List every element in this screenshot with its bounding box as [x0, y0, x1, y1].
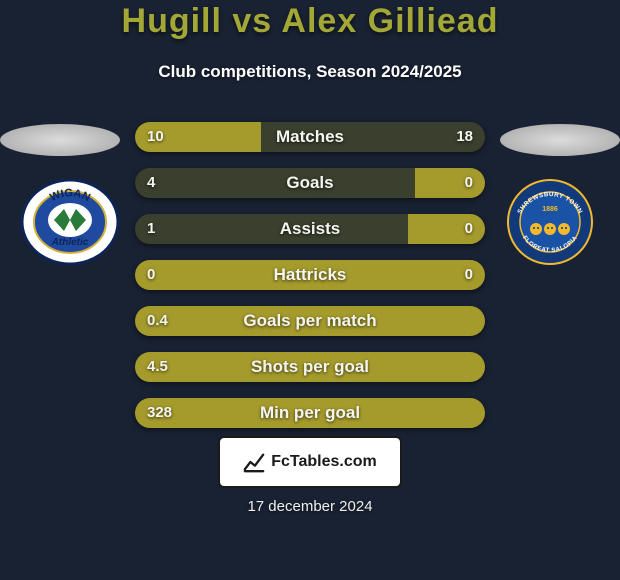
- badge-left-text-bottom: Athletic: [51, 237, 89, 248]
- club-badge-right: SHREWSBURY TOWN FLOREAT SALOPIA 1886: [500, 179, 600, 265]
- player-silhouette-right: [500, 124, 620, 156]
- stat-bar-fill-left: [135, 168, 415, 198]
- club-badge-left: WIGAN Athletic: [20, 179, 120, 265]
- shrewsbury-badge-icon: SHREWSBURY TOWN FLOREAT SALOPIA 1886: [500, 179, 600, 265]
- brand-box[interactable]: FcTables.com: [218, 436, 402, 488]
- stats-bar-list: Matches1018 Goals40 Assists10 Hattricks00 Go…: [135, 122, 485, 444]
- stat-bar-row: Hattricks00: [135, 260, 485, 290]
- stat-bar-fill-left: [135, 214, 408, 244]
- stat-bar-fill-left: [135, 398, 485, 428]
- page-title: Hugill vs Alex Gilliead: [0, 2, 620, 41]
- stat-bar-row: Goals40: [135, 168, 485, 198]
- brand-text: FcTables.com: [271, 453, 377, 471]
- stat-bar-fill-right: [261, 122, 485, 152]
- stat-bar-fill-left: [135, 260, 485, 290]
- stat-bar-fill-right: [408, 214, 485, 244]
- stat-bar-fill-right: [415, 168, 485, 198]
- wigan-badge-icon: WIGAN Athletic: [20, 179, 120, 265]
- stat-bar-fill-left: [135, 306, 485, 336]
- stat-bar-row: Matches1018: [135, 122, 485, 152]
- badge-right-year: 1886: [542, 206, 558, 213]
- stat-bar-row: Min per goal328: [135, 398, 485, 428]
- player-silhouette-left: [0, 124, 120, 156]
- comparison-infographic: Hugill vs Alex Gilliead Club competition…: [0, 0, 620, 580]
- stat-bar-row: Goals per match0.4: [135, 306, 485, 336]
- stat-bar-row: Shots per goal4.5: [135, 352, 485, 382]
- chart-line-icon: [243, 451, 265, 473]
- stat-bar-fill-left: [135, 352, 485, 382]
- stat-bar-row: Assists10: [135, 214, 485, 244]
- date-text: 17 december 2024: [0, 498, 620, 515]
- stat-bar-fill-left: [135, 122, 261, 152]
- page-subtitle: Club competitions, Season 2024/2025: [0, 62, 620, 82]
